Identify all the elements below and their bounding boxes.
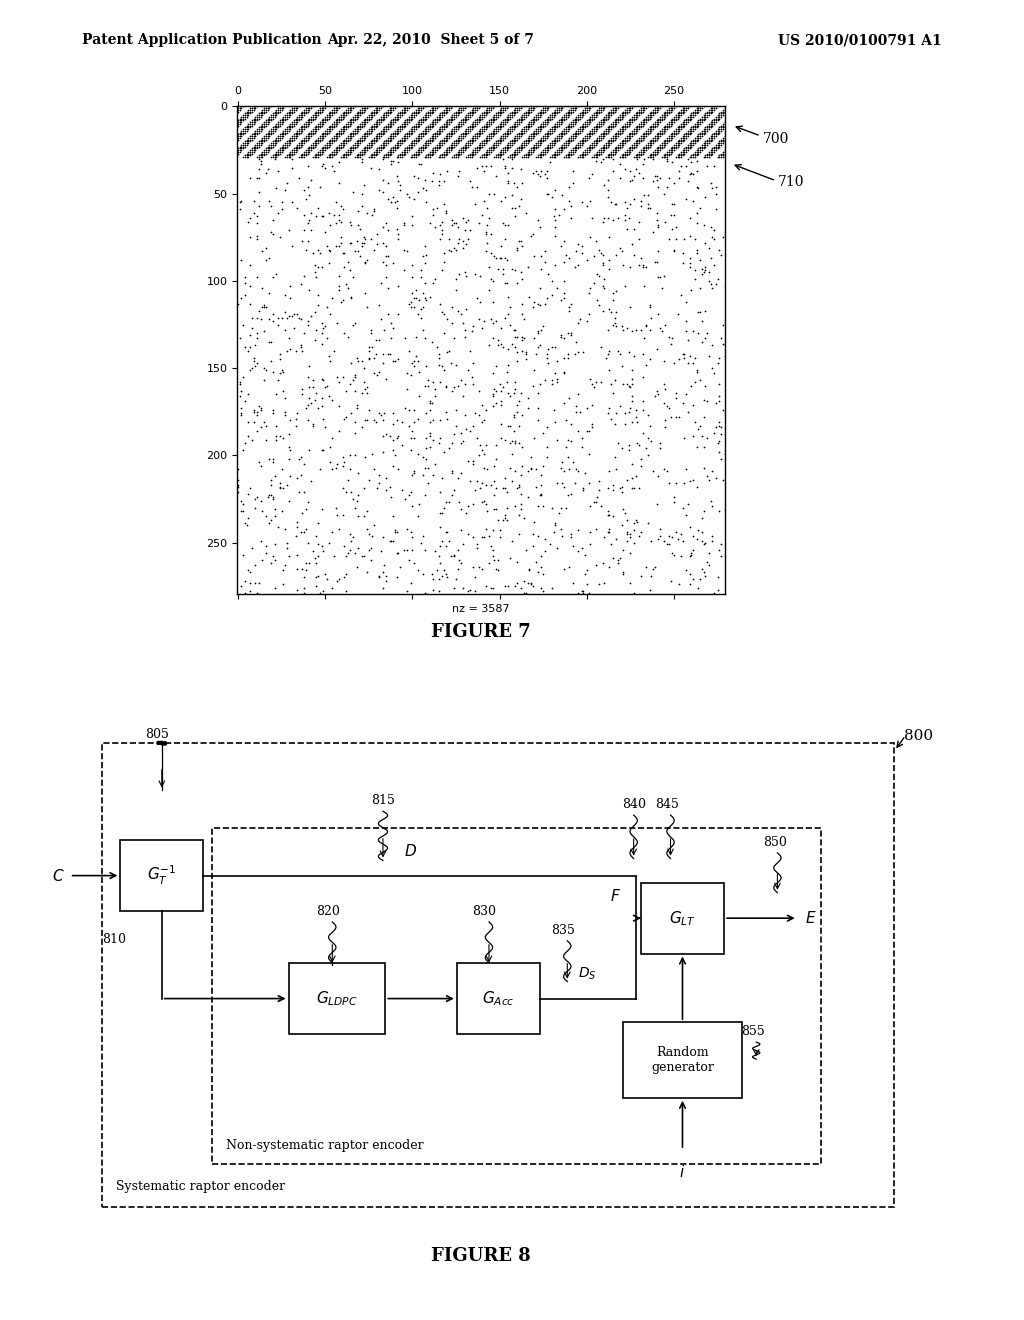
Text: 800: 800 bbox=[904, 729, 933, 743]
Text: $D$: $D$ bbox=[404, 842, 417, 858]
Text: 810: 810 bbox=[102, 933, 126, 946]
Text: 710: 710 bbox=[778, 176, 805, 189]
FancyBboxPatch shape bbox=[641, 883, 724, 953]
Text: $D_S$: $D_S$ bbox=[579, 965, 597, 982]
Text: Patent Application Publication: Patent Application Publication bbox=[82, 33, 322, 48]
Text: $G_{Acc}$: $G_{Acc}$ bbox=[482, 989, 514, 1008]
Text: Systematic raptor encoder: Systematic raptor encoder bbox=[116, 1180, 285, 1192]
Text: $G_{LT}$: $G_{LT}$ bbox=[669, 908, 696, 928]
Text: 845: 845 bbox=[655, 799, 679, 812]
Text: 840: 840 bbox=[622, 799, 646, 812]
Text: 850: 850 bbox=[763, 836, 786, 849]
Text: 815: 815 bbox=[371, 795, 395, 808]
Text: $G_T^{-1}$: $G_T^{-1}$ bbox=[147, 865, 176, 887]
Text: Non-systematic raptor encoder: Non-systematic raptor encoder bbox=[226, 1139, 424, 1152]
X-axis label: nz = 3587: nz = 3587 bbox=[453, 605, 510, 614]
FancyBboxPatch shape bbox=[121, 840, 203, 911]
Text: $G_{LDPC}$: $G_{LDPC}$ bbox=[316, 989, 357, 1008]
Text: FIGURE 7: FIGURE 7 bbox=[431, 623, 531, 642]
Text: $C$: $C$ bbox=[52, 867, 66, 883]
Text: 830: 830 bbox=[472, 906, 497, 919]
Text: $F$: $F$ bbox=[610, 888, 621, 904]
Text: $E$: $E$ bbox=[805, 911, 817, 927]
Text: $i$: $i$ bbox=[679, 1164, 686, 1180]
Text: 835: 835 bbox=[551, 924, 574, 937]
Text: 805: 805 bbox=[145, 729, 169, 742]
Text: 700: 700 bbox=[763, 132, 790, 145]
Text: Random
generator: Random generator bbox=[651, 1045, 714, 1074]
Text: 820: 820 bbox=[315, 906, 340, 919]
Text: FIGURE 8: FIGURE 8 bbox=[431, 1247, 531, 1266]
FancyBboxPatch shape bbox=[289, 964, 385, 1034]
FancyBboxPatch shape bbox=[457, 964, 540, 1034]
Text: Apr. 22, 2010  Sheet 5 of 7: Apr. 22, 2010 Sheet 5 of 7 bbox=[327, 33, 534, 48]
Text: 855: 855 bbox=[741, 1026, 765, 1039]
FancyBboxPatch shape bbox=[623, 1022, 742, 1098]
Text: US 2010/0100791 A1: US 2010/0100791 A1 bbox=[778, 33, 942, 48]
